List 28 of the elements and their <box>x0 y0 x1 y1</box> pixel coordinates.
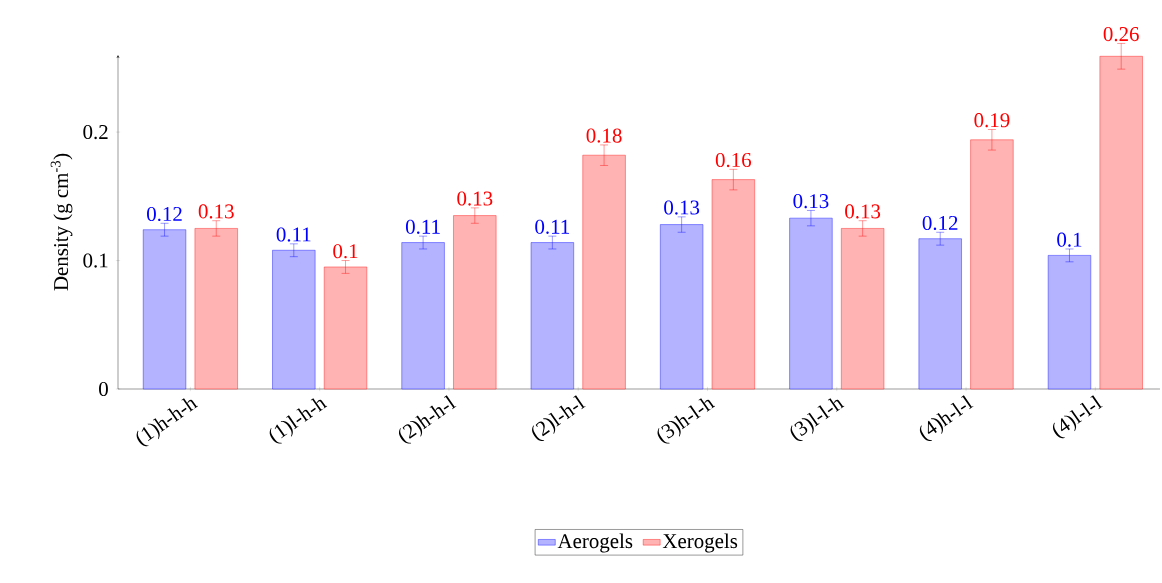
data-label: 0.13 <box>198 204 234 219</box>
bar <box>272 250 316 390</box>
y-axis-title: Density (g cm$^{-3}$) <box>50 153 73 291</box>
data-label: 0.11 <box>535 219 570 234</box>
data-label: 0.12 <box>147 206 182 222</box>
data-label: 0.26 <box>1103 27 1139 42</box>
data-label: 0.18 <box>586 128 622 143</box>
data-label: 0.13 <box>457 191 493 206</box>
y-tick-label: 0 <box>99 381 108 397</box>
legend-label: Aerogels <box>557 533 633 553</box>
data-label: 0.13 <box>793 194 829 209</box>
data-label: 0.13 <box>845 204 881 219</box>
bar <box>841 228 885 390</box>
bar <box>582 155 626 390</box>
data-label: 0.11 <box>405 219 440 234</box>
y-tick-label: 0.1 <box>83 253 108 268</box>
bar <box>1099 56 1143 390</box>
data-label: 0.1 <box>1057 232 1082 247</box>
y-tick-label: 0.2 <box>83 124 108 140</box>
bar <box>1047 255 1092 390</box>
data-label: 0.12 <box>922 215 958 231</box>
data-label: 0.16 <box>715 152 752 168</box>
data-label: 0.1 <box>333 244 358 259</box>
data-label: 0.13 <box>664 200 700 215</box>
legend-label: Xerogels <box>662 533 738 553</box>
data-label: 0.19 <box>974 113 1010 128</box>
bar <box>194 228 238 390</box>
data-label: 0.11 <box>276 227 311 242</box>
